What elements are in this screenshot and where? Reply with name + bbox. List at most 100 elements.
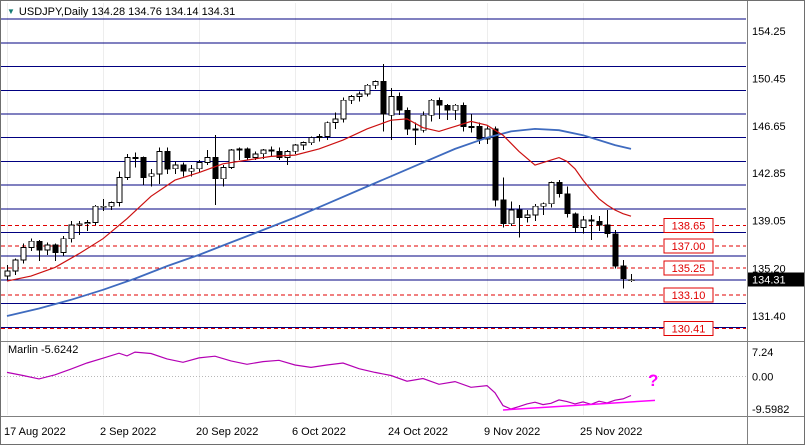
target-level-tag-text: 138.65	[672, 221, 706, 233]
target-level-tag-text: 137.00	[672, 241, 706, 253]
candle-body	[132, 157, 139, 160]
target-level-tag[interactable]	[663, 218, 714, 234]
candle-body	[84, 222, 91, 225]
time-axis-label: 6 Oct 2022	[292, 426, 346, 438]
target-level-tag[interactable]	[663, 287, 714, 303]
indicator-axis-label: 7.24	[752, 347, 773, 359]
candle-body	[436, 99, 443, 106]
candle-body	[268, 149, 275, 152]
candle-body	[260, 149, 267, 155]
price-axis-label: 146.65	[752, 121, 786, 133]
chart-title: USDJPY,Daily 134.28 134.76 134.14 134.31	[18, 6, 236, 18]
candle-body	[572, 213, 579, 228]
candle-body	[332, 118, 339, 124]
candle-body	[300, 142, 307, 146]
price-axis-label: 135.20	[752, 264, 786, 276]
candle-body	[60, 238, 67, 253]
indicator-trendline[interactable]	[502, 399, 656, 411]
candle-body	[196, 162, 203, 170]
candle-body	[148, 173, 155, 177]
candle-body	[356, 93, 363, 97]
time-axis-label: 25 Nov 2022	[580, 426, 642, 438]
time-axis-label: 20 Sep 2022	[196, 426, 258, 438]
candle-body	[292, 144, 299, 152]
candle-body	[92, 205, 99, 223]
time-axis-label: 17 Aug 2022	[4, 426, 66, 438]
candle-body	[204, 157, 211, 164]
candle-body	[396, 96, 403, 111]
candle-body	[348, 96, 355, 101]
candle-body	[28, 240, 35, 248]
candle-body	[564, 193, 571, 215]
indicator-axis-label: -9.5982	[752, 404, 789, 416]
candle-body	[4, 270, 11, 277]
time-axis-label: 2 Sep 2022	[100, 426, 156, 438]
candle-body	[380, 81, 387, 115]
candle-body	[164, 150, 171, 170]
candle-body	[548, 182, 555, 205]
candle-body	[308, 137, 315, 144]
candle-body	[68, 224, 75, 240]
question-annotation[interactable]: ?	[648, 371, 659, 390]
candle-body	[428, 99, 435, 116]
time-axis-label: 24 Oct 2022	[388, 426, 448, 438]
candle-body	[228, 149, 235, 169]
candle-body	[420, 114, 427, 131]
candle-body	[340, 99, 347, 120]
candle-body	[124, 157, 131, 179]
candle-body	[220, 167, 227, 180]
candle-body	[252, 153, 259, 158]
target-level-tag-text: 130.41	[672, 323, 706, 335]
candle-body	[52, 244, 59, 253]
candle-body	[324, 122, 331, 137]
candle-body	[244, 148, 251, 158]
candle-body	[116, 177, 123, 203]
candle-body	[188, 168, 195, 172]
candle-body	[412, 128, 419, 131]
target-level-tag[interactable]	[663, 238, 714, 254]
price-axis-label: 131.40	[752, 311, 786, 323]
candle-body	[524, 214, 531, 218]
candle-body	[388, 96, 395, 116]
candle-body	[44, 244, 51, 251]
candle-body	[580, 219, 587, 228]
candle-body	[180, 164, 187, 172]
candle-body	[76, 223, 83, 226]
candle-body	[540, 203, 547, 207]
candle-body	[500, 199, 507, 225]
target-level-tag-text: 133.10	[672, 290, 706, 302]
candle-body	[100, 205, 107, 208]
current-price-tag-text: 134.31	[752, 275, 786, 287]
candle-body	[484, 128, 491, 140]
candle-body	[516, 209, 523, 218]
price-axis-panel	[747, 1, 804, 444]
candle-body	[172, 164, 179, 170]
candle-body	[612, 233, 619, 267]
candle-body	[588, 219, 595, 222]
candle-body	[276, 150, 283, 158]
candle-body	[604, 224, 611, 235]
candle-body	[372, 81, 379, 86]
ma-slow-line	[6, 127, 632, 317]
candle-body	[36, 240, 43, 251]
marlin-line	[6, 351, 632, 410]
candle-body	[476, 126, 483, 140]
price-axis-label: 150.45	[752, 73, 786, 85]
symbol-dropdown-icon[interactable]: ▼	[7, 7, 15, 16]
candle-body	[316, 135, 323, 138]
target-level-tag[interactable]	[663, 320, 714, 336]
candle-body	[556, 182, 563, 195]
target-level-tag[interactable]	[663, 260, 714, 276]
candle-body	[364, 84, 371, 95]
candle-body	[620, 265, 627, 280]
candle-body	[140, 157, 147, 179]
candle-body	[628, 279, 635, 282]
candle-body	[452, 104, 459, 111]
candle-body	[460, 104, 467, 127]
candle-body	[508, 209, 515, 225]
price-axis-label: 154.25	[752, 26, 786, 38]
candle-body	[212, 157, 219, 180]
indicator-label: Marlin -5.6242	[8, 344, 79, 356]
